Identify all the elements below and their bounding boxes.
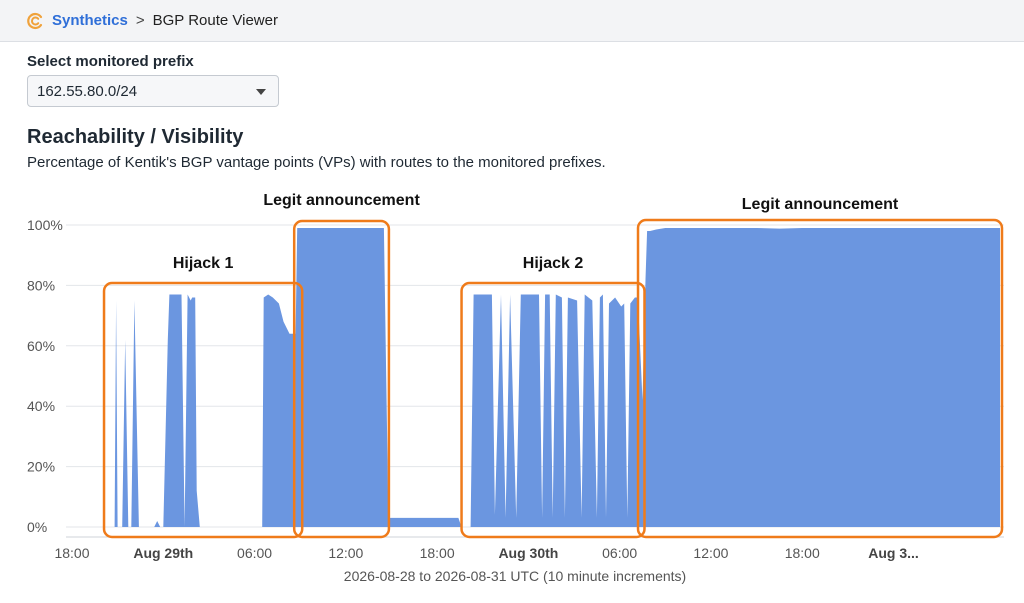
breadcrumb-synthetics-link[interactable]: Synthetics (52, 12, 128, 29)
x-tick-label: 18:00 (785, 545, 820, 561)
x-tick-label: Aug 30th (498, 545, 558, 561)
annotation-label: Legit announcement (263, 192, 420, 209)
chevron-down-icon (256, 89, 266, 95)
reachability-chart: 0% 20% 40% 60% 80% 100% 18:00 Aug 29th 06:00 12:0… (27, 192, 1004, 561)
breadcrumb-current-page: BGP Route Viewer (152, 12, 278, 29)
x-tick-label: 18:00 (420, 545, 455, 561)
y-tick-label: 0% (27, 519, 47, 535)
x-tick-label: 18:00 (54, 545, 89, 561)
annotation-box (460, 281, 646, 539)
prefix-select[interactable]: 162.55.80.0/24 (27, 75, 279, 107)
x-tick-label: Aug 29th (133, 545, 193, 561)
annotation-label: Hijack 2 (523, 255, 584, 272)
reachability-area-series (72, 228, 1000, 527)
x-tick-label: 06:00 (237, 545, 272, 561)
annotation-box (292, 219, 391, 539)
y-tick-label: 40% (27, 398, 55, 414)
x-tick-label: 12:00 (328, 545, 363, 561)
y-tick-label: 20% (27, 459, 55, 475)
annotation-label: Legit announcement (742, 196, 899, 213)
annotation-box (102, 281, 304, 539)
y-tick-label: 60% (27, 338, 55, 354)
x-tick-label: Aug 3... (868, 545, 919, 561)
annotation-box (636, 218, 1004, 539)
x-tick-label: 12:00 (693, 545, 728, 561)
y-tick-label: 100% (27, 217, 63, 233)
section-title: Reachability / Visibility (27, 126, 244, 148)
synthetics-logo-icon (27, 12, 43, 29)
prefix-select-label: Select monitored prefix (27, 53, 194, 70)
breadcrumb-separator: > (135, 12, 145, 29)
chart-x-caption: 2026-08-28 to 2026-08-31 UTC (10 minute … (343, 568, 687, 584)
section-description: Percentage of Kentik's BGP vantage point… (27, 154, 606, 171)
annotation-label: Hijack 1 (173, 255, 234, 272)
x-tick-label: 06:00 (602, 545, 637, 561)
top-breadcrumb-bar: Synthetics > BGP Route Viewer (0, 0, 1024, 42)
y-tick-label: 80% (27, 277, 55, 293)
prefix-select-value: 162.55.80.0/24 (37, 82, 138, 100)
